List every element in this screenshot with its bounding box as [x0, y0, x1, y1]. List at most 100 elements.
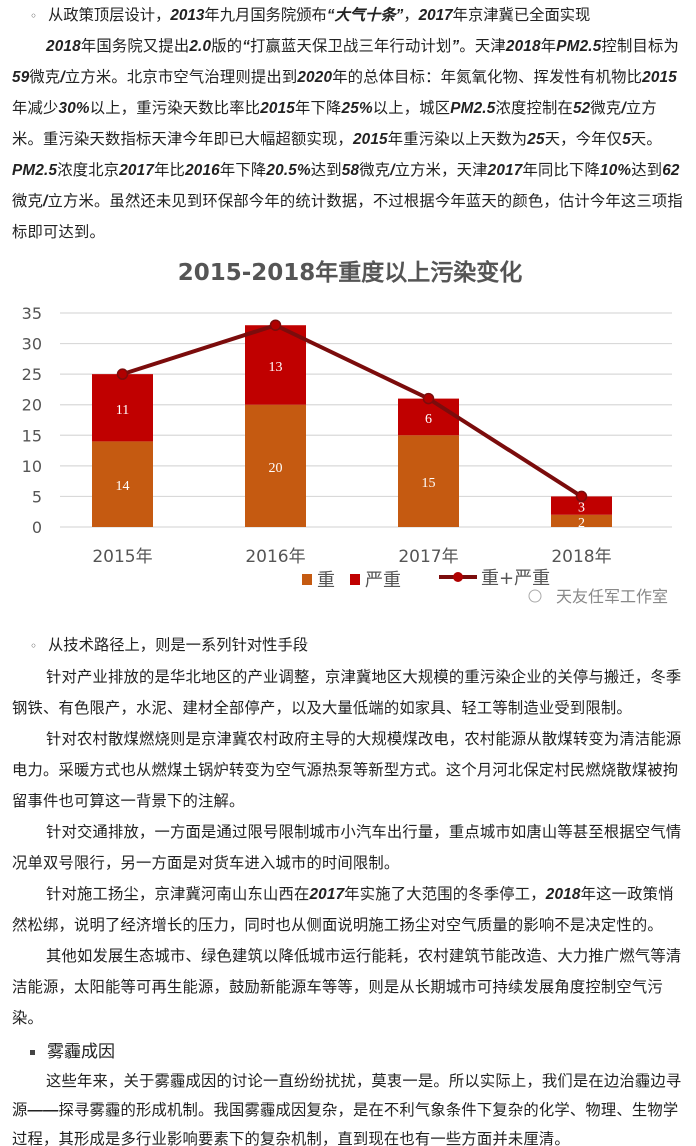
text: 达到 — [310, 161, 342, 179]
bold-text: 58 — [341, 162, 360, 179]
text: 年这一政策悄然松绑，说明了经济增长的压力，同时也从侧面说明施工扬尘对空气质量的影… — [12, 885, 674, 934]
text: 年下降 — [219, 161, 267, 179]
text: 微克 — [359, 161, 391, 179]
text: 年重污染以上天数为 — [387, 130, 528, 148]
bar-segment — [245, 325, 306, 405]
text: 针对农村散煤燃烧则是京津冀农村政府主导的大规模煤改电，农村能源从散煤转变为清洁能… — [12, 730, 682, 810]
line-point — [422, 392, 435, 405]
data-label: 20 — [269, 461, 283, 476]
text: 年比 — [154, 161, 186, 179]
data-label: 13 — [269, 360, 283, 375]
y-tick-label: 20 — [22, 396, 42, 415]
text: 从技术路径上，则是一系列针对性手段 — [48, 636, 309, 654]
bullet-item-tech: ◦ 从技术路径上，则是一系列针对性手段 — [30, 630, 308, 662]
text: 微克 — [12, 192, 43, 210]
text: 。天津 — [459, 37, 506, 55]
square-bullet-icon — [30, 1049, 35, 1055]
bold-text: 2020 — [297, 69, 333, 86]
text: 这些年来，关于雾霾成因的讨论一直纷纷扰扰，莫衷一是。所以实际上，我们是在边治霾边… — [12, 1072, 682, 1119]
bold-text: 62 — [662, 162, 680, 179]
data-label: 2 — [578, 516, 585, 531]
bold-text: 25 — [527, 131, 545, 148]
data-label: 3 — [578, 501, 585, 516]
watermark: 天友任军工作室 — [556, 587, 668, 606]
paragraph: 针对产业排放的是华北地区的产业调整，京津冀地区大规模的重污染企业的关停与搬迁，冬… — [12, 662, 686, 724]
line-point — [269, 319, 282, 331]
bullet-icon: ◦ — [30, 9, 38, 23]
series-line — [121, 323, 583, 499]
x-tick-label: 2015年 — [92, 547, 152, 567]
bold-text: 2018 — [545, 886, 581, 903]
text: 从政策顶层设计， — [48, 6, 171, 24]
text: 打赢蓝天保卫战三年行动计划 — [250, 37, 452, 55]
bold-text: “大气十条” — [326, 7, 404, 24]
paragraph: 针对交通排放，一方面是通过限号限制城市小汽车出行量，重点城市如唐山等甚至根据空气… — [12, 817, 686, 879]
bold-text: 10% — [599, 162, 632, 179]
y-tick-label: 0 — [32, 518, 42, 537]
chart-title: 2015-2018年重度以上污染变化 — [178, 259, 523, 286]
text: 年九月国务院颁布 — [204, 6, 327, 24]
text: ， — [403, 6, 419, 24]
text: 天。 — [630, 130, 662, 148]
text: 其他如发展生态城市、绿色建筑以降低城市运行能耗，农村建筑节能改造、大力推广燃气等… — [12, 947, 682, 1027]
legend-label: 重 — [317, 570, 335, 591]
data-label: 11 — [116, 403, 129, 418]
bar-segment — [551, 496, 612, 515]
heading-text: 雾霾成因 — [47, 1042, 115, 1062]
data-label: 15 — [422, 476, 436, 491]
bold-text: 2017 — [309, 886, 345, 903]
text: 年的总体目标：年氮氧化物、挥发性有机物比 — [332, 68, 643, 86]
bold-text: 5 — [622, 131, 631, 148]
y-tick-label: 15 — [22, 426, 42, 445]
x-tick-label: 2016年 — [245, 547, 305, 567]
text: 天，今年仅 — [544, 130, 623, 148]
bold-text: / — [60, 69, 65, 86]
bold-text: PM2.5 — [12, 162, 58, 179]
x-tick-label: 2018年 — [551, 547, 611, 567]
legend-swatch — [302, 574, 312, 585]
legend-label: 严重 — [365, 570, 401, 591]
text: 浓度北京 — [57, 161, 120, 179]
bold-text: 52 — [572, 100, 591, 117]
text: 年国务院又提出 — [80, 37, 190, 55]
text: 浓度控制在 — [495, 99, 573, 117]
text: 探寻雾霾的形成机制。我国雾霾成因复杂，是在不利气象条件下复杂的化学、物理、生物学… — [12, 1101, 679, 1146]
bullet-icon: ◦ — [30, 639, 38, 653]
text: 年实施了大范围的冬季停工， — [344, 885, 546, 903]
bold-text: / — [390, 162, 395, 179]
bold-text: 2015 — [352, 131, 388, 148]
text: 立方米，天津 — [394, 161, 488, 179]
bar-segment — [551, 514, 612, 527]
bold-text: 2017 — [487, 162, 523, 179]
bold-text: 25% — [341, 100, 373, 117]
y-tick-label: 10 — [22, 457, 42, 476]
y-tick-label: 35 — [22, 304, 42, 323]
bold-text: 59 — [12, 69, 30, 86]
bold-text: 2018 — [46, 38, 81, 55]
paragraph: 针对施工扬尘，京津冀河南山东山西在2017年实施了大范围的冬季停工，2018年这… — [12, 879, 686, 941]
y-tick-label: 30 — [22, 335, 42, 354]
bold-text: 2017 — [119, 162, 155, 179]
legend-marker — [453, 572, 463, 582]
bar-segment — [92, 441, 153, 527]
bullet-text: 从政策顶层设计，2013年九月国务院颁布“大气十条”，2017年京津冀已全面实现 — [48, 6, 590, 24]
text: 以上，重污染天数比率比 — [89, 99, 261, 117]
bold-text: 20.5% — [266, 162, 311, 179]
paragraph: 2018年国务院又提出2.0版的“打赢蓝天保卫战三年行动计划”。天津2018年P… — [12, 31, 686, 248]
bold-text: 2018 — [505, 38, 541, 55]
paragraph: 针对农村散煤燃烧则是京津冀农村政府主导的大规模煤改电，农村能源从散煤转变为清洁能… — [12, 724, 686, 817]
text: 立方米。重污染天数指标天津今年即已大幅超额实现， — [12, 99, 657, 148]
bold-text: PM2.5 — [556, 38, 602, 55]
paragraph: 其他如发展生态城市、绿色建筑以降低城市运行能耗，农村建筑节能改造、大力推广燃气等… — [12, 941, 686, 1034]
text: 立方米。北京市空气治理则提出到 — [64, 68, 298, 86]
text: 控制目标为 — [601, 37, 679, 55]
line-point — [116, 368, 129, 380]
legend-label: 重+严重 — [481, 568, 550, 589]
bold-text: 2.0 — [189, 38, 212, 55]
bold-text: 2016 — [185, 162, 220, 179]
text: 针对交通排放，一方面是通过限号限制城市小汽车出行量，重点城市如唐山等甚至根据空气… — [12, 823, 682, 872]
text: 针对施工扬尘，京津冀河南山东山西在 — [46, 885, 310, 903]
bar-segment — [398, 435, 459, 527]
wechat-icon — [528, 589, 542, 603]
line-point — [575, 490, 588, 503]
